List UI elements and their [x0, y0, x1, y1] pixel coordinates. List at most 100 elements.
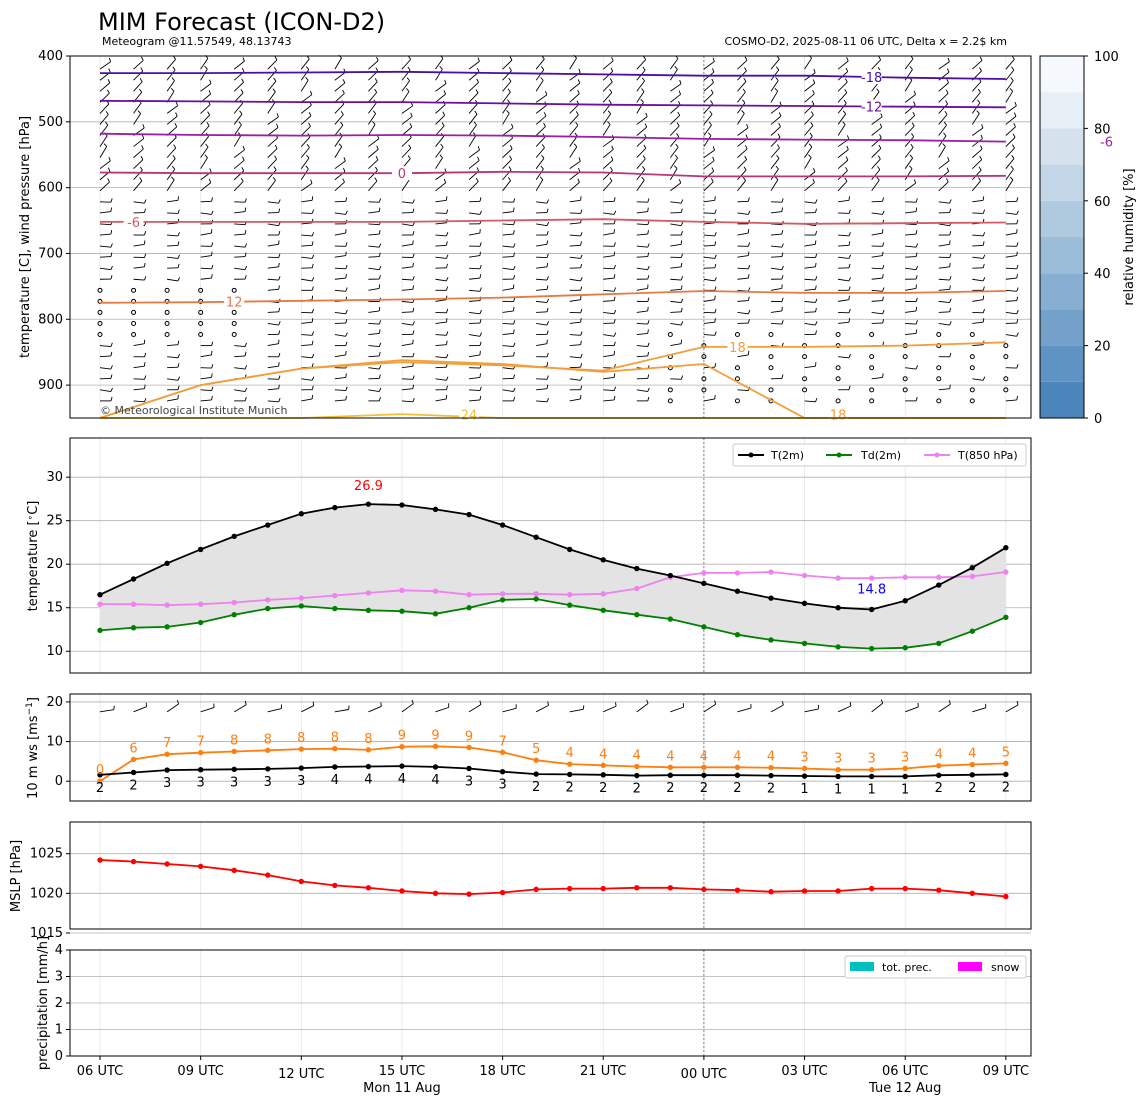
wind-barb-flag [446, 232, 449, 237]
wind-barb [133, 365, 145, 369]
isotherm-label-bg [391, 166, 412, 181]
wind-barb-flag [842, 121, 846, 125]
wind-barb-flag [680, 307, 683, 312]
upper-air-wind-barbs [97, 54, 1019, 404]
wind-barb-flag [412, 397, 415, 403]
wind-barb [770, 323, 783, 325]
wind-barb [603, 334, 615, 337]
wind-barb-flag [942, 143, 946, 147]
wind-barb-flag [781, 275, 784, 280]
wind-barb [1005, 289, 1017, 292]
mean-wind-point [902, 773, 908, 780]
wind-barb [301, 222, 313, 225]
wind-barb [435, 136, 445, 147]
wind-barb [166, 179, 175, 192]
legend-tot-prec-swatch [850, 962, 874, 971]
mean-wind-point [231, 766, 237, 772]
wind-barb-flag [412, 352, 415, 357]
mean-wind-point [969, 772, 975, 778]
wind-barb-flag [375, 166, 378, 171]
wind-barb-flag [513, 265, 516, 270]
wind-barb-flag [273, 166, 277, 171]
wind-barb-flag [372, 110, 377, 114]
wind-barb-flag [915, 252, 918, 257]
surface-wind-barb-flag [547, 701, 549, 706]
wind-barb-flag [445, 376, 449, 381]
wind-barb-flag [647, 387, 650, 392]
mean-wind-point [801, 773, 808, 779]
wind-barb [468, 92, 479, 103]
wind-gridlines [70, 694, 1031, 801]
wind-barb [435, 171, 447, 181]
wind-barb [837, 124, 846, 136]
wind-barb-flag [981, 124, 984, 129]
wind-barb-flag [311, 376, 315, 381]
wind-barb-flag [177, 232, 180, 237]
wind-barb-flag [540, 165, 544, 170]
wind-barb-flag [513, 342, 516, 347]
wind-barb [905, 310, 917, 313]
wind-barb [703, 256, 715, 259]
mslp-point [97, 857, 103, 863]
td2m-point [130, 625, 137, 631]
gust-point [332, 745, 338, 752]
surface-wind-barb [703, 703, 716, 713]
wind-barb [435, 356, 447, 359]
wind-barb [133, 201, 145, 204]
wind-barb-flag [1010, 165, 1014, 170]
temperature-frame [69, 437, 1032, 674]
wind-barb [703, 334, 715, 336]
wind-barb [971, 169, 982, 181]
wind-barb [368, 102, 377, 114]
wind-barb [770, 147, 780, 158]
surface-wind-barb-flag [849, 701, 852, 707]
wind-barb-flag [647, 243, 650, 248]
wind-barb-flag [473, 121, 477, 126]
wind-barb-flag [374, 177, 378, 182]
wind-barb-flag [613, 386, 616, 391]
calm-wind-marker [969, 332, 975, 338]
wind-barb-flag [476, 68, 480, 73]
wind-barb-flag [909, 66, 913, 70]
wind-barb [334, 160, 346, 170]
wind-barb-flag [378, 275, 381, 280]
wind-barb-flag [781, 306, 783, 311]
wind-barb-flag [204, 154, 208, 158]
mslp-point [164, 861, 170, 867]
wind-barb-flag [877, 166, 881, 170]
wind-barb-flag [140, 67, 144, 72]
wind-barb [603, 376, 615, 380]
wind-barb-flag [949, 231, 952, 236]
wind-barb [703, 82, 714, 92]
calm-wind-marker [969, 365, 975, 371]
wind-barb-flag [242, 145, 246, 150]
wind-barb [1005, 158, 1015, 169]
wind-barb [502, 245, 514, 248]
wind-barb-flag [1016, 274, 1018, 279]
wind-barb [502, 59, 513, 70]
wind-barb-flag [949, 384, 951, 389]
wind-barb [636, 116, 648, 125]
wind-barb-flag [879, 134, 882, 139]
wind-barb-flag [580, 340, 582, 345]
wind-barb [435, 199, 447, 203]
t850-point [634, 585, 640, 592]
calm-wind-marker [97, 287, 103, 293]
wind-barb [536, 278, 548, 281]
wind-barb-flag [546, 321, 550, 326]
x-tick-label: 12 UTC [278, 1067, 324, 1082]
wind-barb [602, 180, 613, 192]
wind-barb [737, 389, 749, 392]
wind-barb [636, 267, 648, 271]
wind-barb [972, 321, 984, 324]
wind-barb-flag [848, 286, 851, 291]
wind-barb [804, 243, 816, 247]
gust-value-label: 3 [800, 751, 808, 766]
wind-barb [938, 288, 950, 291]
wind-barb-flag [541, 154, 545, 159]
mean-wind-value-label: 2 [532, 780, 540, 795]
wind-barb-flag [278, 208, 281, 213]
wind-barb-flag [177, 385, 180, 390]
wind-barb [905, 367, 917, 370]
